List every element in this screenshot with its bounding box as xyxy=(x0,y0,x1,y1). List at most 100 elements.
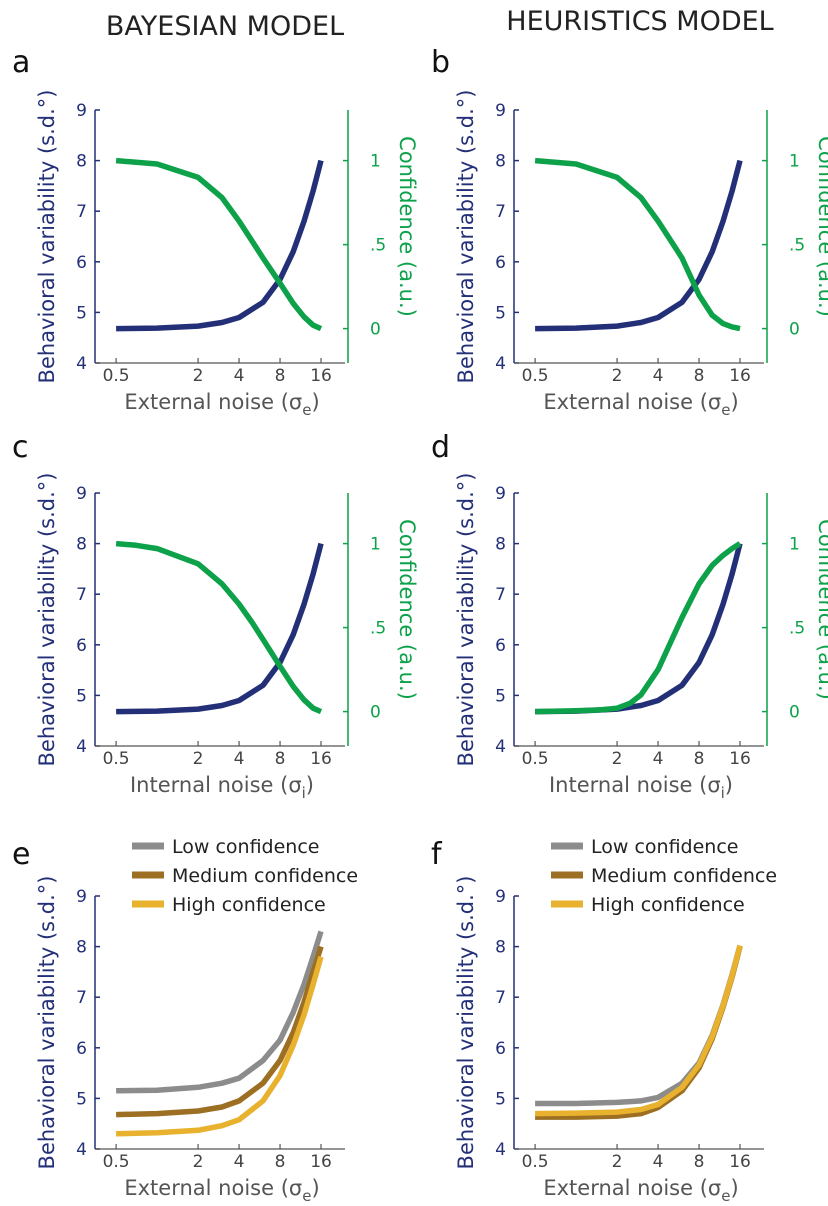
series-line-low xyxy=(116,930,324,1094)
y-tick-label: 5 xyxy=(76,303,87,323)
y-tick-label: 8 xyxy=(495,535,506,555)
panel-letter: e xyxy=(12,837,30,872)
x-tick-label: 0.5 xyxy=(522,749,549,769)
y2-tick-label: 0 xyxy=(370,703,381,723)
y-tick-label: 6 xyxy=(76,1039,87,1059)
y-tick-label: 5 xyxy=(76,686,87,706)
x-tick-label: 0.5 xyxy=(522,1152,549,1172)
y-tick-label: 7 xyxy=(76,585,87,605)
series-line-green xyxy=(534,157,741,332)
x-tick-label: 8 xyxy=(694,749,705,769)
y-tick-label: 6 xyxy=(495,636,506,656)
y-tick-label: 6 xyxy=(76,636,87,656)
panel-f: f 4 5 6 7 8 9 Behavioral variability (s.d.°) 0.5… xyxy=(431,836,777,1205)
x-tick-label: 4 xyxy=(653,749,664,769)
panel-e: e 4 5 6 7 8 9 Behavioral variability (s.d.°) 0.5… xyxy=(12,836,358,1205)
x-tick-label: 16 xyxy=(729,366,751,386)
y-tick-label: 4 xyxy=(495,354,506,374)
series-line-green xyxy=(115,540,323,715)
x-tick-label: 8 xyxy=(275,366,286,386)
y-tick-label: 8 xyxy=(76,535,87,555)
x-axis-label: External noise (σe) xyxy=(124,1176,319,1205)
column-title-bayesian: BAYESIAN MODEL xyxy=(106,11,344,42)
legend-label: Low confidence xyxy=(172,836,319,858)
y-axis-label: Behavioral variability (s.d.°) xyxy=(35,876,59,1170)
y-tick-label: 5 xyxy=(495,686,506,706)
y-tick-label: 4 xyxy=(76,354,87,374)
y-tick-label: 7 xyxy=(495,202,506,222)
x-tick-label: 4 xyxy=(653,366,664,386)
y2-axis-label: Confidence (a.u.) xyxy=(814,519,828,700)
series-line-green xyxy=(535,541,742,715)
x-tick-label: 2 xyxy=(193,749,204,769)
y2-tick-label: .5 xyxy=(370,619,386,639)
series-line-blue xyxy=(535,159,743,332)
legend-label: High confidence xyxy=(591,894,745,916)
y2-axis-label: Confidence (a.u.) xyxy=(395,519,419,700)
y-tick-label: 9 xyxy=(495,484,506,504)
y2-tick-label: 0 xyxy=(789,320,800,340)
y2-tick-label: .5 xyxy=(370,236,386,256)
panel-letter: d xyxy=(431,430,450,465)
y2-tick-label: 1 xyxy=(789,152,800,172)
y-tick-label: 9 xyxy=(76,101,87,121)
x-tick-label: 8 xyxy=(275,749,286,769)
x-tick-label: 8 xyxy=(694,366,705,386)
x-tick-label: 16 xyxy=(729,749,751,769)
x-tick-label: 2 xyxy=(612,1152,623,1172)
y-tick-label: 5 xyxy=(495,303,506,323)
y-tick-label: 9 xyxy=(495,101,506,121)
y-axis-label: Behavioral variability (s.d.°) xyxy=(454,876,478,1170)
y2-tick-label: 1 xyxy=(789,535,800,555)
panel-letter: a xyxy=(12,45,30,80)
y2-tick-label: 0 xyxy=(370,320,381,340)
series-line-high xyxy=(535,944,743,1117)
y-tick-label: 9 xyxy=(76,484,87,504)
y-tick-label: 4 xyxy=(495,737,506,757)
y-tick-label: 8 xyxy=(76,152,87,172)
y-tick-label: 9 xyxy=(76,887,87,907)
x-axis-label: External noise (σe) xyxy=(543,1176,738,1205)
x-tick-label: 2 xyxy=(612,749,623,769)
x-axis-label: Internal noise (σi) xyxy=(130,773,314,802)
y-tick-label: 6 xyxy=(495,253,506,273)
x-tick-label: 0.5 xyxy=(103,366,130,386)
x-tick-label: 0.5 xyxy=(522,366,549,386)
y-tick-label: 7 xyxy=(495,585,506,605)
x-tick-label: 2 xyxy=(612,366,623,386)
x-tick-label: 4 xyxy=(234,1152,245,1172)
panel-letter: f xyxy=(431,837,443,872)
x-tick-label: 4 xyxy=(653,1152,664,1172)
y-tick-label: 9 xyxy=(495,887,506,907)
series-line-blue xyxy=(116,159,324,332)
legend-label: High confidence xyxy=(172,894,326,916)
x-tick-label: 2 xyxy=(193,366,204,386)
x-tick-label: 2 xyxy=(193,1152,204,1172)
y2-tick-label: 1 xyxy=(370,535,381,555)
y2-tick-label: .5 xyxy=(789,236,805,256)
x-tick-label: 4 xyxy=(234,366,245,386)
panel-letter: b xyxy=(431,45,450,80)
y-tick-label: 4 xyxy=(76,1140,87,1160)
y2-tick-label: 1 xyxy=(370,152,381,172)
x-tick-label: 16 xyxy=(310,749,332,769)
y-tick-label: 7 xyxy=(495,988,506,1008)
x-tick-label: 16 xyxy=(729,1152,751,1172)
y-tick-label: 5 xyxy=(495,1089,506,1109)
x-tick-label: 4 xyxy=(234,749,245,769)
legend-label: Medium confidence xyxy=(591,865,777,887)
y-tick-label: 5 xyxy=(76,1089,87,1109)
y-tick-label: 4 xyxy=(76,737,87,757)
y2-tick-label: .5 xyxy=(789,619,805,639)
y-tick-label: 8 xyxy=(76,938,87,958)
y-tick-label: 7 xyxy=(76,988,87,1008)
x-axis-label: External noise (σe) xyxy=(124,390,319,419)
x-axis-label: External noise (σe) xyxy=(543,390,738,419)
y-tick-label: 8 xyxy=(495,152,506,172)
y2-tick-label: 0 xyxy=(789,703,800,723)
